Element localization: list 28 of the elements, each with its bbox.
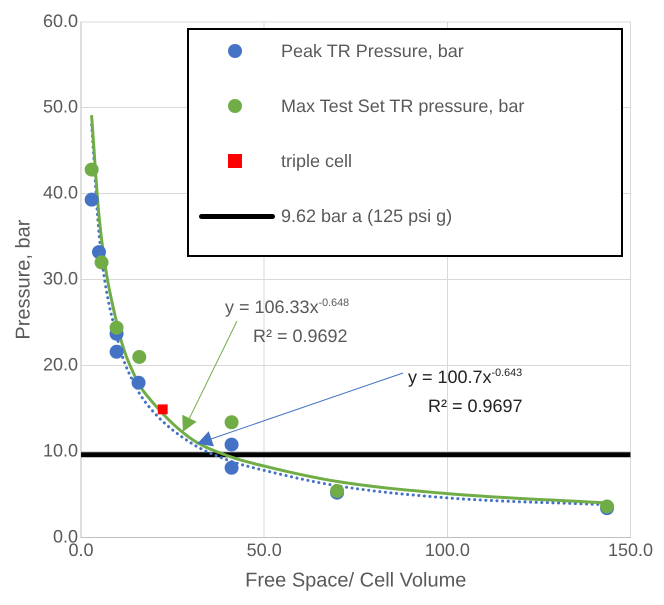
point — [110, 344, 124, 359]
y-tick-label: 40.0 — [42, 182, 78, 203]
y-axis-title: Pressure, bar — [12, 219, 35, 340]
point — [94, 255, 109, 270]
y-tick-label: 50.0 — [42, 96, 78, 117]
y-tick-label: 10.0 — [42, 440, 78, 460]
y-tick-label: 60.0 — [42, 10, 78, 31]
y-tick-label: 30.0 — [42, 268, 78, 289]
point — [224, 460, 239, 475]
legend-label: triple cell — [281, 150, 352, 172]
point — [224, 415, 239, 430]
x-tick-label: 100.0 — [424, 540, 470, 560]
legend-label: 9.62 bar a (125 psi g) — [281, 206, 452, 226]
point — [158, 404, 168, 414]
point — [132, 350, 146, 364]
x-axis-title: Free Space/ Cell Volume — [245, 570, 466, 592]
y-tick-label: 20.0 — [42, 354, 78, 374]
point — [110, 320, 124, 335]
point — [224, 438, 239, 452]
annotation: R² = 0.9692 — [253, 326, 348, 346]
point — [132, 376, 146, 390]
x-tick-label: 150.0 — [608, 540, 653, 560]
point — [84, 192, 99, 207]
legend-label: Peak TR Pressure, bar — [281, 40, 464, 62]
legend-label: Max Test Set TR pressure, bar — [281, 96, 524, 116]
x-tick-label: 50.0 — [246, 540, 282, 560]
annotation: R² = 0.9697 — [428, 396, 523, 416]
point — [84, 162, 99, 177]
